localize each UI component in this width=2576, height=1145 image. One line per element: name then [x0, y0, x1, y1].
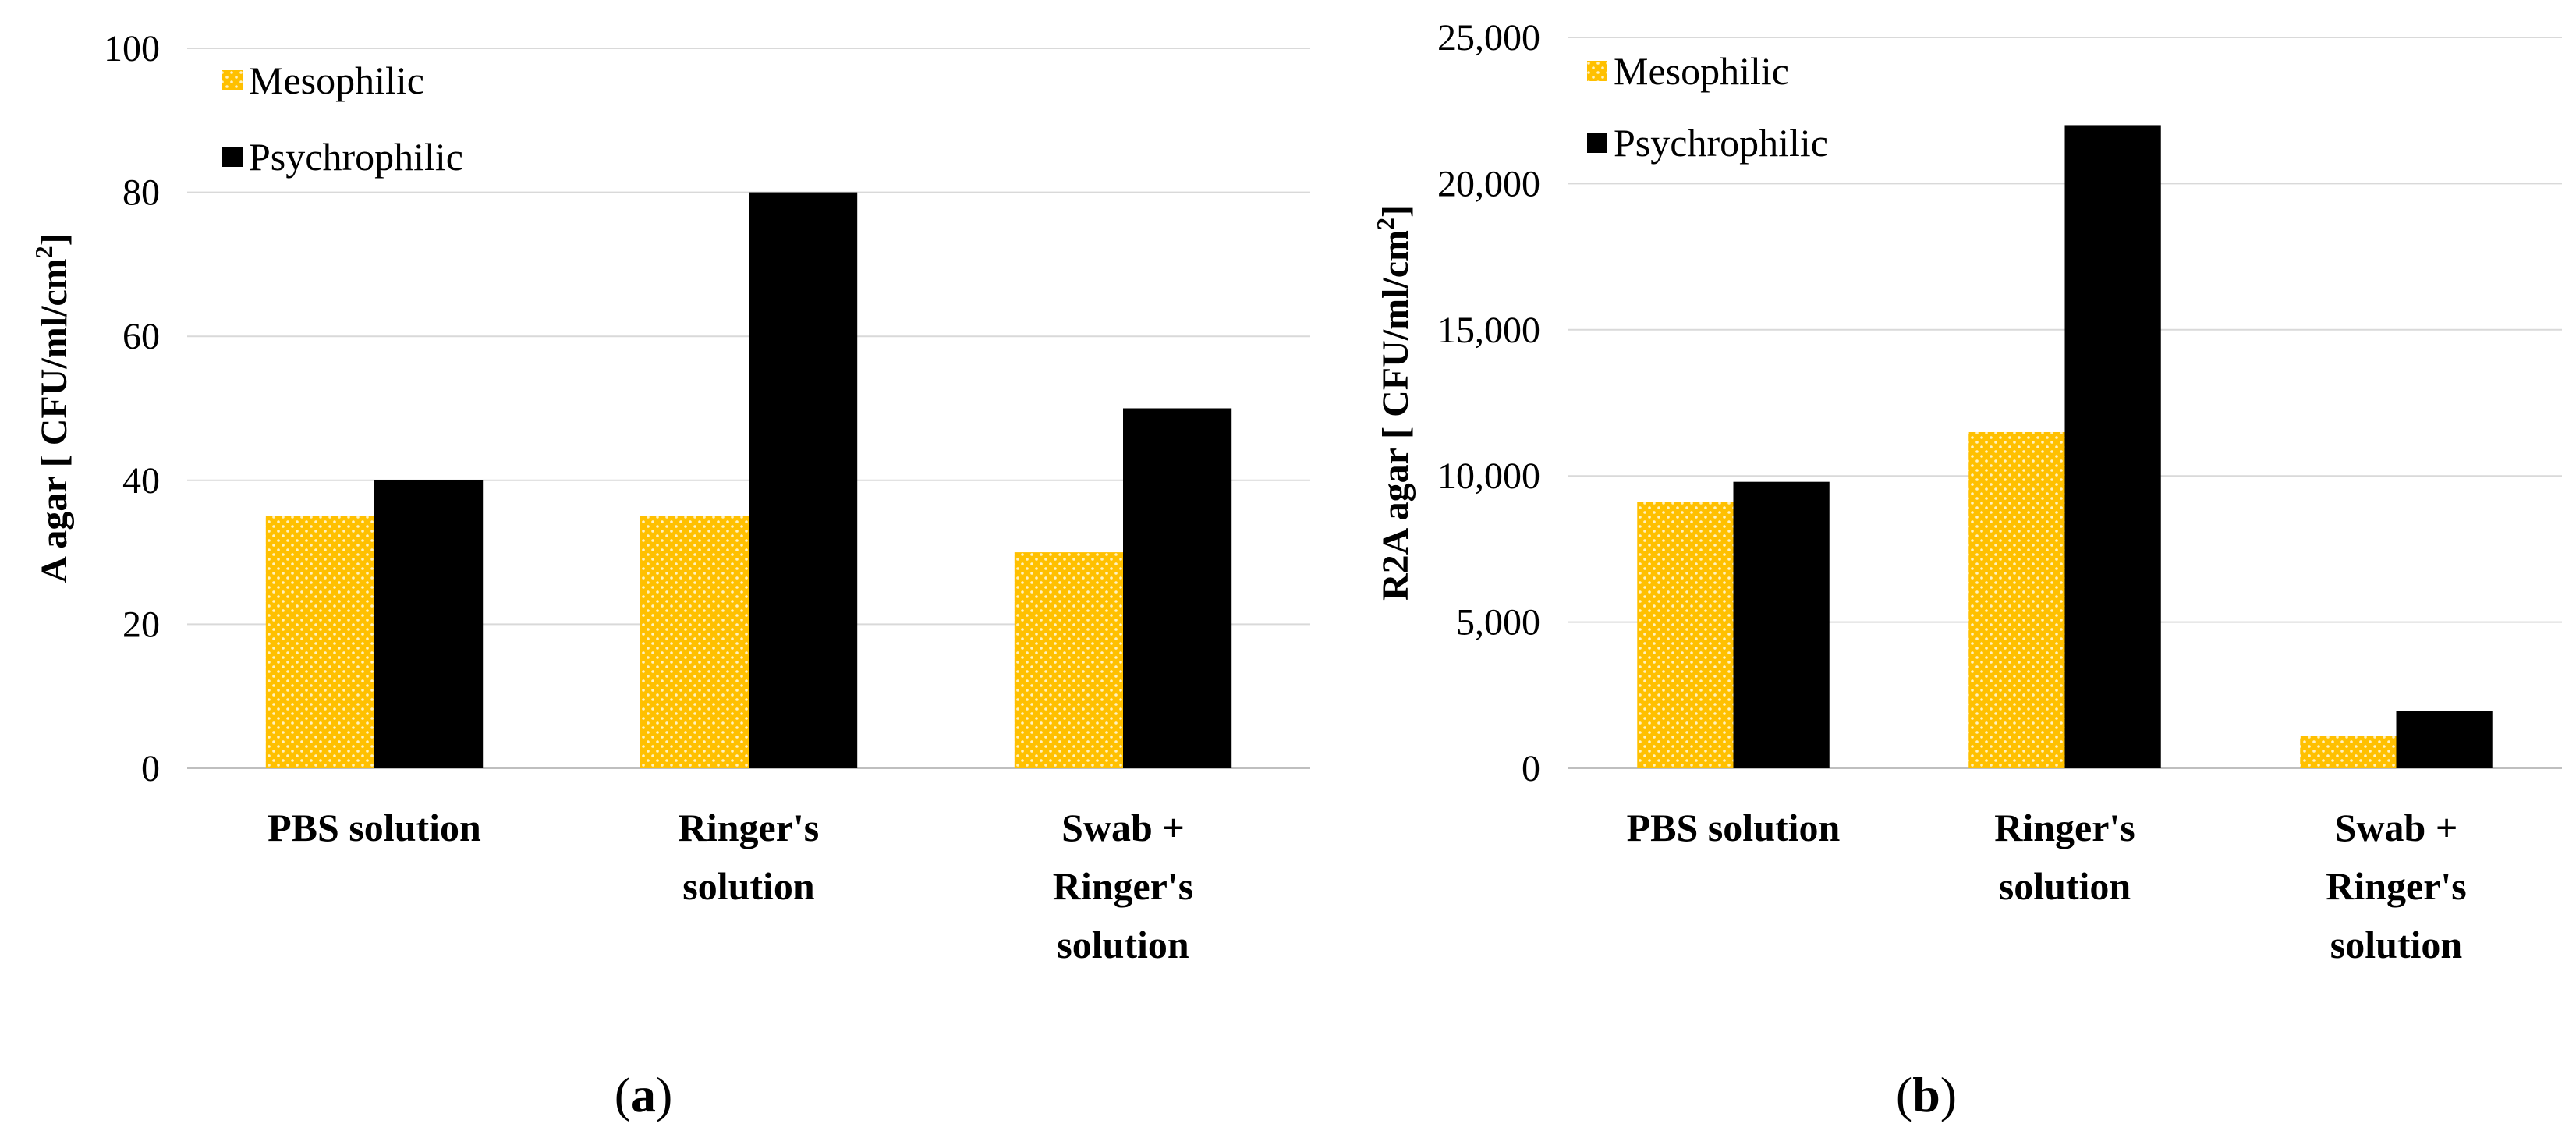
y-tick-label: 5,000: [1456, 602, 1540, 643]
category-label: solution: [1057, 923, 1189, 966]
legend-swatch-mesophilic: [1587, 61, 1607, 81]
bar-psychrophilic-2: [749, 192, 858, 769]
bar-psychrophilic-3: [2396, 711, 2493, 768]
bar-psychrophilic-3: [1123, 408, 1232, 768]
y-axis-title: A agar [ CFU/ml/cm2]: [30, 233, 75, 583]
category-label: Ringer's: [2326, 864, 2467, 908]
y-axis-title: R2A agar [ CFU/ml/cm2]: [1371, 205, 1416, 601]
category-label: Swab +: [1061, 806, 1185, 849]
y-axis-title-superscript: 2: [1371, 218, 1399, 230]
bar-psychrophilic-1: [374, 480, 484, 768]
bar-psychrophilic-1: [1733, 481, 1830, 768]
bar-psychrophilic-2: [2064, 125, 2161, 768]
y-tick-label: 20,000: [1437, 163, 1540, 204]
y-tick-label: 0: [1522, 748, 1540, 789]
bar-mesophilic-2: [640, 516, 749, 768]
y-tick-label: 20: [122, 604, 160, 645]
chart-panel-a: 0 20 40 60 80 100 PBS solution Ringer's solution…: [30, 28, 1310, 1122]
y-axis-title-main: A agar [ CFU/ml/cm: [34, 258, 75, 583]
panel-label-letter: b: [1912, 1067, 1940, 1122]
bar-mesophilic-1: [265, 516, 374, 768]
panel-label: (b): [1896, 1067, 1957, 1122]
legend-swatch-psychrophilic: [1587, 133, 1607, 153]
category-label: solution: [2330, 923, 2463, 966]
y-axis-title-end: ]: [1375, 205, 1416, 218]
category-label: Ringer's: [1994, 806, 2135, 849]
panel-label-close: ): [1940, 1067, 1957, 1122]
y-tick-label: 10,000: [1437, 456, 1540, 497]
y-tick-label: 15,000: [1437, 310, 1540, 351]
y-tick-label: 0: [141, 748, 160, 789]
y-axis-title-superscript: 2: [30, 246, 58, 258]
y-tick-label: 80: [122, 172, 160, 214]
legend-label-psychrophilic: Psychrophilic: [1614, 121, 1828, 165]
panel-label-close: ): [656, 1067, 672, 1122]
bar-mesophilic-3: [1014, 552, 1123, 768]
y-tick-label: 100: [104, 28, 160, 69]
panel-label-open: (: [1896, 1067, 1912, 1122]
legend-label-psychrophilic: Psychrophilic: [249, 135, 463, 179]
bar-mesophilic-2: [1968, 431, 2065, 768]
category-label: solution: [682, 864, 815, 908]
y-axis-title-end: ]: [34, 233, 75, 246]
legend-swatch-psychrophilic: [222, 147, 243, 167]
category-label: PBS solution: [1627, 806, 1841, 849]
bar-mesophilic-1: [1637, 502, 1734, 768]
panel-label-open: (: [615, 1067, 631, 1122]
category-label: solution: [1999, 864, 2131, 908]
panel-label: (a): [615, 1067, 673, 1122]
y-tick-label: 60: [122, 316, 160, 357]
y-tick-label: 25,000: [1437, 17, 1540, 58]
category-label: PBS solution: [268, 806, 481, 849]
chart-panel-b: 0 5,000 10,000 15,000 20,000 25,000 PBS soluti…: [1371, 17, 2562, 1122]
legend-swatch-mesophilic: [222, 70, 243, 90]
category-label: Swab +: [2335, 806, 2458, 849]
legend-label-mesophilic: Mesophilic: [249, 58, 424, 102]
bar-mesophilic-3: [2300, 736, 2397, 768]
y-axis-title-main: R2A agar [ CFU/ml/cm: [1375, 230, 1416, 601]
panel-label-letter: a: [631, 1067, 656, 1122]
legend-label-mesophilic: Mesophilic: [1614, 49, 1789, 93]
y-tick-label: 40: [122, 460, 160, 502]
category-label: Ringer's: [1053, 864, 1194, 908]
category-label: Ringer's: [679, 806, 820, 849]
